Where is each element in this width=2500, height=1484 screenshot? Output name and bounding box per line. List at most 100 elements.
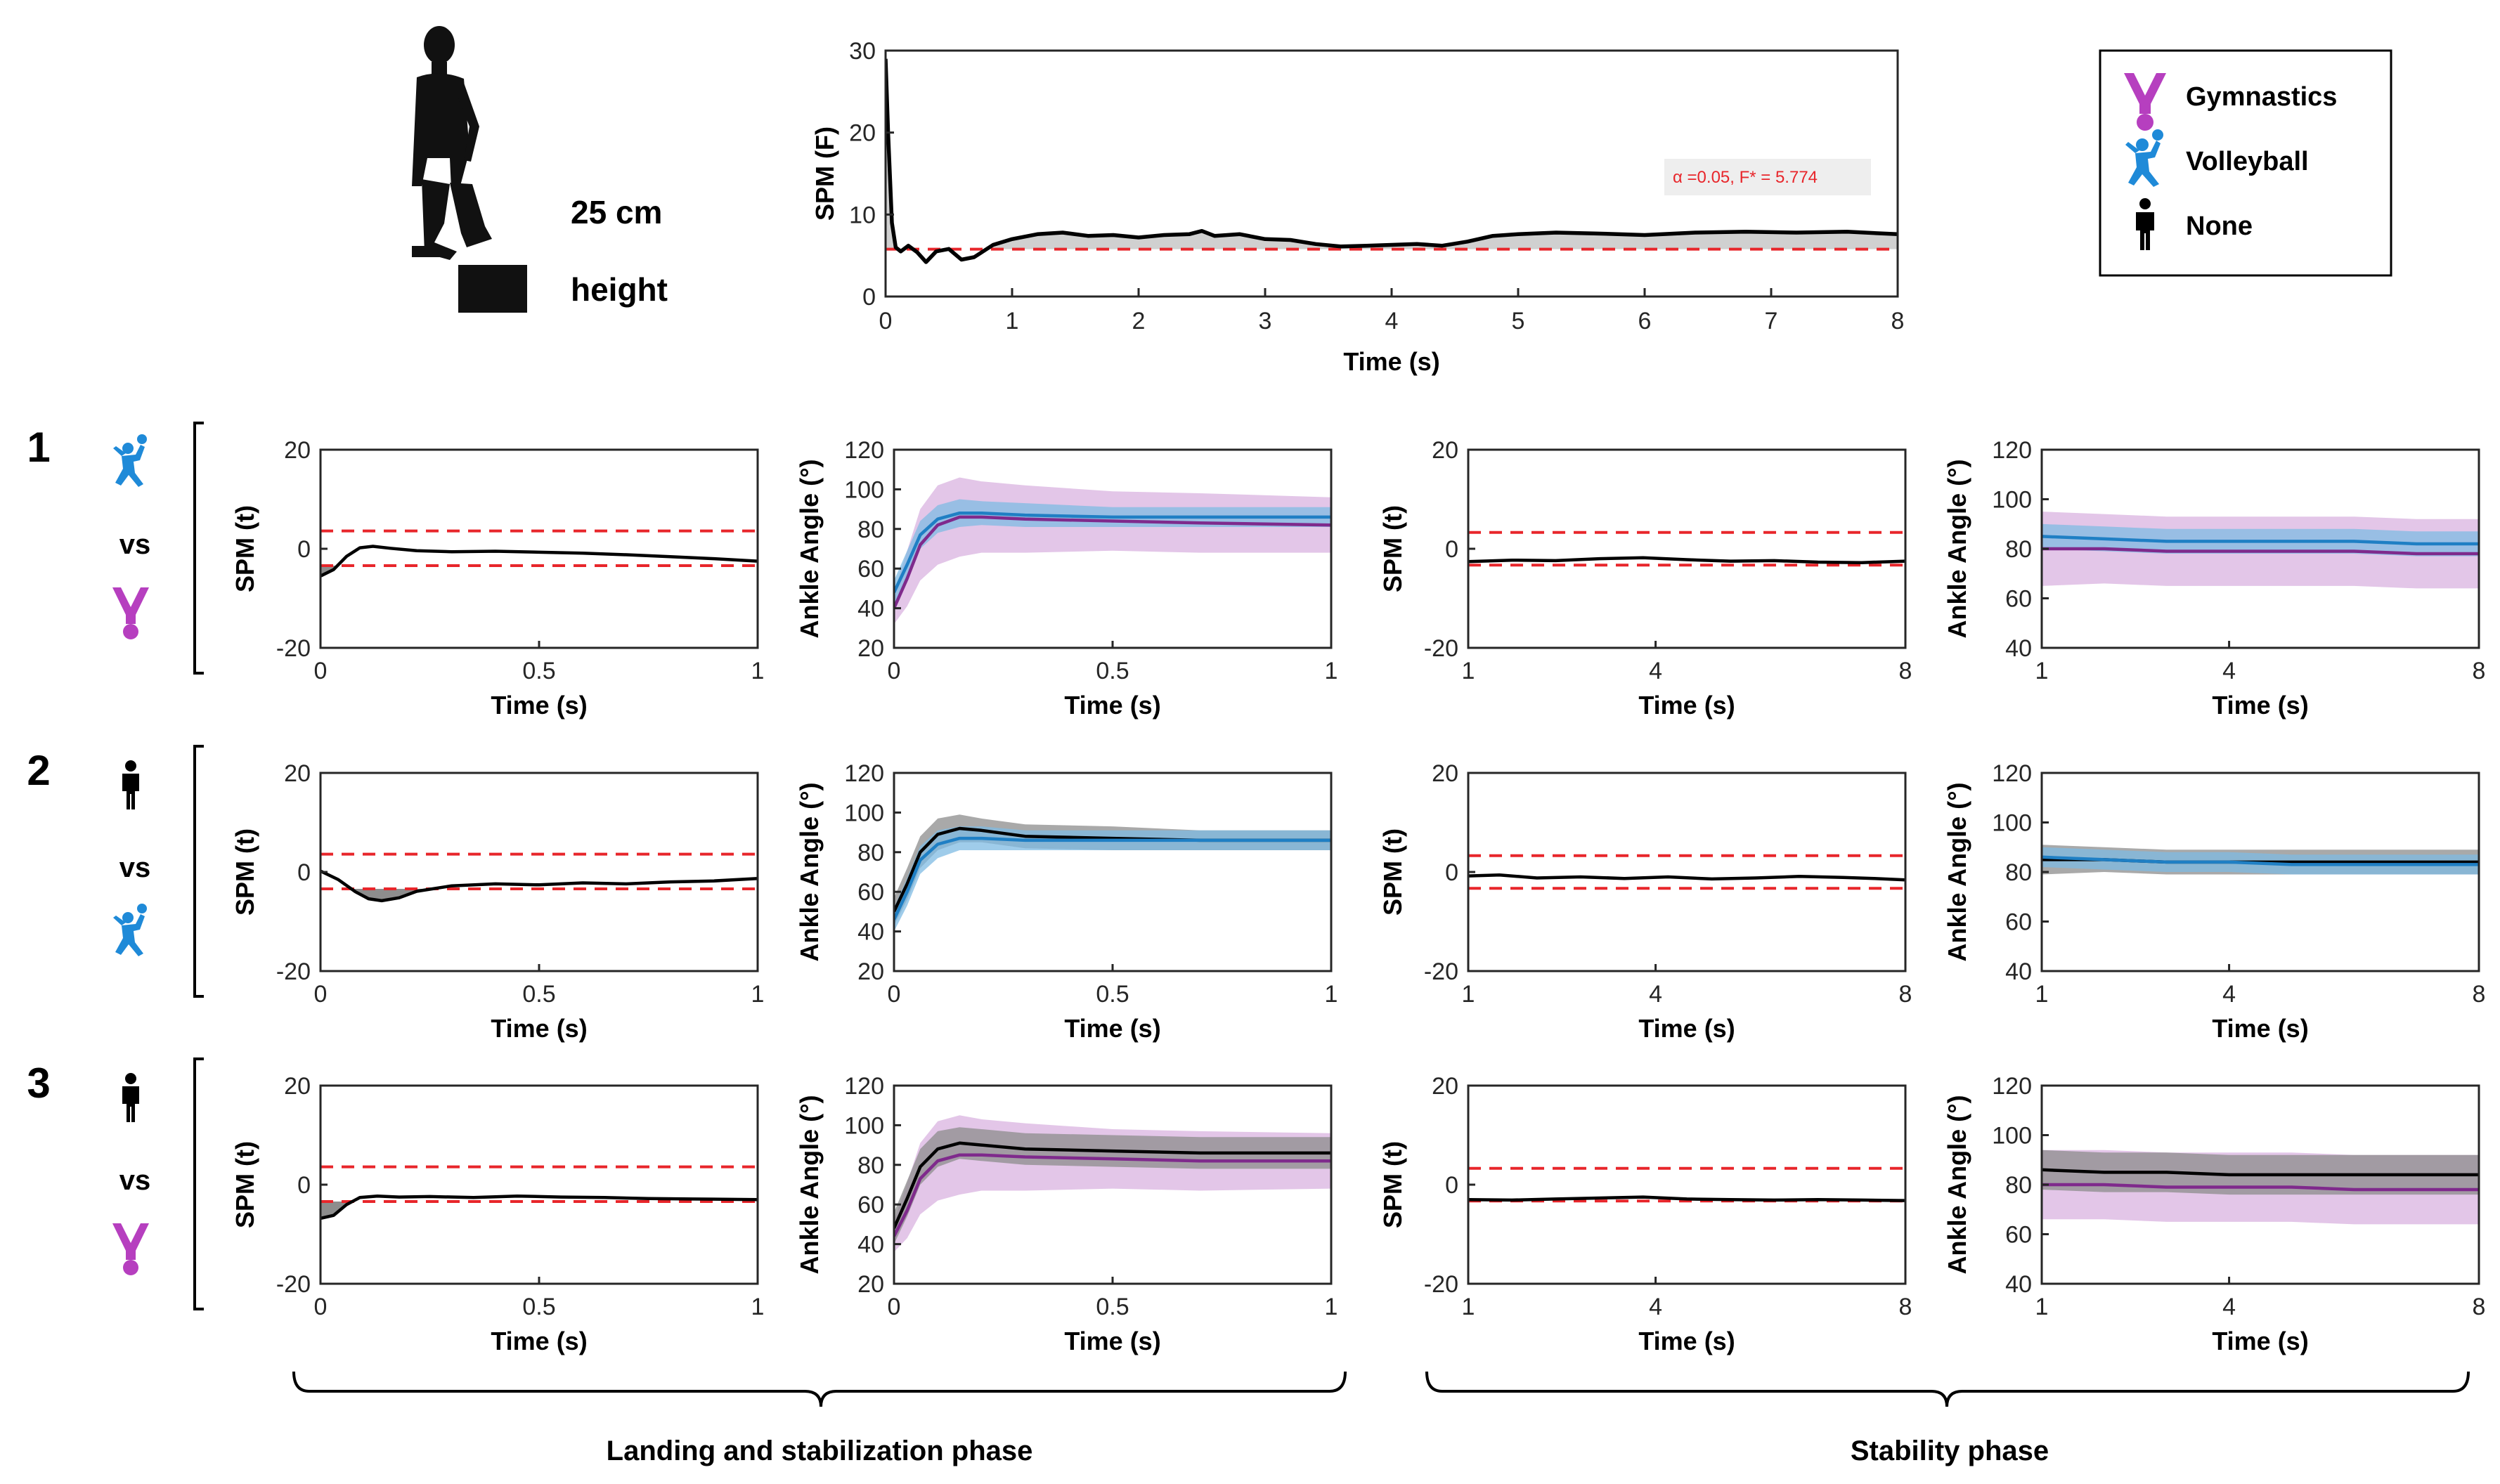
top-ylabel: SPM (F) — [810, 126, 839, 221]
legend-label-gymnastics: Gymnastics — [2186, 82, 2337, 112]
xtick-label: 0 — [314, 981, 328, 1008]
ytick-label: 100 — [844, 1112, 884, 1139]
axes-frame — [1467, 772, 1907, 972]
legend: Gymnastics Volleyball None — [2099, 49, 2392, 277]
gymnast-icon — [2124, 73, 2166, 131]
ytick-label: 0 — [1445, 859, 1458, 886]
xtick-label: 0.5 — [1096, 981, 1129, 1008]
comparison-number: 1 — [27, 424, 50, 471]
top-ytick-label: 20 — [849, 120, 876, 147]
xtick-label: 8 — [1899, 981, 1912, 1008]
ytick-label: 100 — [1992, 810, 2032, 837]
chart-r1-angle-stability: 1 4 8 40 60 80 100 120 Time (s) Ankle Angle (°) — [1943, 437, 2485, 720]
top-ytick-label: 10 — [849, 202, 876, 228]
drop-height-label: height — [571, 271, 668, 308]
volleyball-player-icon — [2125, 129, 2163, 187]
xlabel: Time (s) — [1638, 1014, 1735, 1043]
top-xtick-label: 3 — [1259, 308, 1272, 334]
ylabel: SPM (t) — [1378, 1141, 1407, 1228]
drop-height-illustration: 25 cm height — [412, 26, 668, 313]
chart-top-spm-f: α =0.05, F* = 5.774 0 1 2 3 4 5 6 7 8 0 10 20 30 SPM… — [810, 38, 1904, 376]
none-mean-curve — [2042, 1168, 2479, 1177]
volleyball-mean-curve — [2042, 855, 2479, 866]
spm-t-curve — [1468, 1195, 1905, 1202]
ytick-label: 120 — [844, 760, 884, 787]
ytick-label: 0 — [1445, 536, 1458, 563]
top-xtick-label: 6 — [1638, 308, 1652, 334]
legend-label-none: None — [2186, 211, 2253, 241]
xtick-label: 1 — [2035, 1294, 2049, 1320]
top-xtick-label: 1 — [1006, 308, 1019, 334]
xtick-label: 1 — [1325, 981, 1338, 1008]
xlabel: Time (s) — [2212, 691, 2308, 720]
top-xtick-label: 7 — [1765, 308, 1778, 334]
ytick-label: 80 — [2005, 1172, 2032, 1199]
ytick-label: 100 — [844, 800, 884, 826]
top-xtick-label: 0 — [879, 308, 893, 334]
xlabel: Time (s) — [491, 691, 587, 720]
volleyball-player-icon — [113, 904, 147, 956]
drop-height-value: 25 cm — [571, 194, 662, 230]
volleyball-mean-curve — [2042, 535, 2479, 546]
ytick-label: 20 — [284, 1073, 311, 1100]
ytick-label: 80 — [2005, 536, 2032, 563]
ytick-label: 60 — [857, 1192, 884, 1218]
xtick-label: 4 — [2222, 981, 2236, 1008]
chart-r1-spm-stability: 1 4 8 -20 0 20 Time (s) SPM (t) — [1378, 437, 1912, 720]
ytick-label: 60 — [2005, 586, 2032, 613]
xtick-label: 1 — [751, 658, 765, 684]
xtick-label: 8 — [2473, 981, 2486, 1008]
ylabel: SPM (t) — [231, 505, 259, 592]
top-xtick-label: 5 — [1512, 308, 1525, 334]
top-spm-curve — [886, 58, 1898, 264]
xtick-label: 0.5 — [522, 1294, 555, 1320]
vs-label: vs — [119, 529, 151, 560]
person-icon — [122, 1073, 139, 1122]
top-annotation-box — [1664, 159, 1871, 195]
xtick-label: 4 — [2222, 658, 2236, 684]
comparison-row-3: 3 vs — [27, 1057, 204, 1310]
axes-frame — [319, 1084, 759, 1285]
ylabel: Ankle Angle (°) — [1943, 782, 1971, 961]
ytick-label: 60 — [2005, 1222, 2032, 1249]
xtick-label: 1 — [1325, 658, 1338, 684]
ytick-label: 40 — [857, 919, 884, 946]
comparison-row-1: 1 vs — [27, 422, 204, 675]
ylabel: Ankle Angle (°) — [1943, 459, 1971, 638]
ytick-label: -20 — [276, 635, 311, 662]
xtick-label: 1 — [2035, 658, 2049, 684]
xtick-label: 1 — [751, 1294, 765, 1320]
xlabel: Time (s) — [1638, 691, 1735, 720]
comparison-row-2: 2 vs — [27, 745, 204, 998]
top-ytick-label: 0 — [862, 284, 876, 311]
ylabel: Ankle Angle (°) — [795, 1095, 824, 1274]
xtick-label: 0 — [314, 658, 328, 684]
xtick-label: 1 — [1462, 658, 1475, 684]
comparison-number: 2 — [27, 747, 50, 794]
xlabel: Time (s) — [2212, 1014, 2308, 1043]
spm-t-curve — [320, 545, 758, 578]
xtick-label: 8 — [1899, 1294, 1912, 1320]
axes-frame — [1467, 448, 1907, 649]
spm-t-curve — [320, 869, 758, 903]
xtick-label: 1 — [2035, 981, 2049, 1008]
row-bracket — [193, 1057, 204, 1310]
chart-r2-spm-stability: 1 4 8 -20 0 20 Time (s) SPM (t) — [1378, 760, 1912, 1043]
ytick-label: 40 — [857, 596, 884, 623]
xtick-label: 8 — [2473, 1294, 2486, 1320]
xlabel: Time (s) — [1064, 691, 1160, 720]
xtick-label: 0 — [314, 1294, 328, 1320]
ytick-label: 60 — [857, 879, 884, 906]
volleyball-player-icon — [113, 434, 147, 487]
xtick-label: 0 — [888, 981, 901, 1008]
ytick-label: 80 — [857, 840, 884, 866]
ytick-label: 20 — [1432, 760, 1458, 787]
none-sd-band — [2042, 1150, 2479, 1195]
chart-r3-angle-stability: 1 4 8 40 60 80 100 120 Time (s) Ankle Angle (°) — [1943, 1073, 2485, 1355]
xtick-label: 1 — [1462, 1294, 1475, 1320]
xlabel: Time (s) — [491, 1327, 587, 1355]
xtick-label: 4 — [2222, 1294, 2236, 1320]
ytick-label: 120 — [1992, 437, 2032, 464]
